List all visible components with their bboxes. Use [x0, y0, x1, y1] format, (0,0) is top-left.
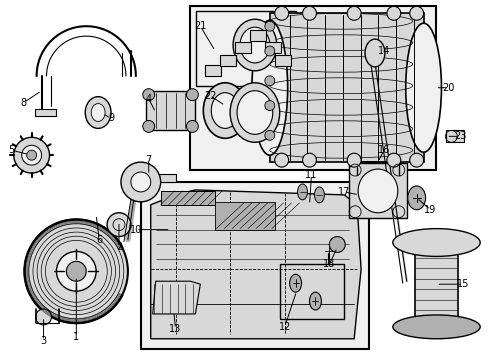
Ellipse shape [264, 76, 274, 86]
Ellipse shape [186, 121, 198, 132]
Ellipse shape [66, 261, 86, 281]
Ellipse shape [85, 96, 111, 129]
Bar [215, 202, 274, 230]
Text: 20: 20 [441, 83, 454, 93]
Ellipse shape [233, 19, 276, 71]
Ellipse shape [289, 274, 301, 292]
Ellipse shape [264, 46, 274, 56]
Ellipse shape [251, 20, 287, 155]
Ellipse shape [407, 186, 425, 210]
Ellipse shape [27, 150, 37, 160]
Text: 16: 16 [377, 145, 389, 155]
Bar [279, 264, 344, 319]
Ellipse shape [142, 89, 154, 100]
Text: 2: 2 [116, 243, 122, 252]
Ellipse shape [186, 89, 198, 100]
Ellipse shape [274, 6, 288, 20]
Text: 6: 6 [96, 234, 102, 244]
Bar [235, 42, 250, 53]
Text: 14: 14 [377, 46, 389, 56]
Ellipse shape [392, 315, 479, 339]
Ellipse shape [131, 172, 150, 192]
Ellipse shape [142, 121, 154, 132]
Bar [264, 42, 280, 53]
Text: 1: 1 [73, 332, 79, 342]
Text: 23: 23 [453, 131, 466, 141]
Bar [414, 243, 457, 327]
Text: 10: 10 [129, 225, 142, 235]
Ellipse shape [240, 27, 269, 63]
Ellipse shape [392, 229, 479, 256]
Text: 18: 18 [323, 259, 335, 269]
Polygon shape [24, 219, 123, 324]
Ellipse shape [230, 83, 279, 142]
Ellipse shape [107, 213, 131, 237]
Ellipse shape [56, 251, 96, 291]
Ellipse shape [211, 93, 239, 129]
Polygon shape [150, 190, 360, 339]
Text: 5: 5 [9, 145, 15, 155]
Ellipse shape [91, 104, 105, 121]
Bar [249, 30, 265, 41]
Bar [35, 109, 56, 117]
Ellipse shape [21, 145, 41, 165]
Bar [196, 11, 295, 86]
Ellipse shape [386, 153, 400, 167]
Bar [269, 13, 423, 162]
Bar [220, 55, 236, 66]
Ellipse shape [409, 6, 423, 20]
Ellipse shape [264, 100, 274, 111]
Bar [141, 182, 368, 349]
Ellipse shape [386, 6, 400, 20]
Bar [161, 191, 215, 205]
Bar [190, 6, 435, 170]
Ellipse shape [25, 220, 128, 323]
Ellipse shape [36, 309, 51, 325]
Text: 12: 12 [278, 322, 290, 332]
Ellipse shape [121, 162, 161, 202]
Ellipse shape [297, 184, 307, 200]
Ellipse shape [237, 91, 272, 134]
Text: 9: 9 [108, 113, 114, 123]
Ellipse shape [309, 292, 321, 310]
Ellipse shape [302, 6, 316, 20]
Ellipse shape [264, 130, 274, 140]
Bar [145, 91, 195, 130]
Ellipse shape [203, 83, 246, 138]
Bar [446, 130, 463, 142]
Text: 4: 4 [145, 94, 151, 104]
Text: 11: 11 [305, 170, 317, 180]
Ellipse shape [346, 153, 360, 167]
Ellipse shape [346, 6, 360, 20]
Ellipse shape [405, 23, 441, 152]
Text: 13: 13 [169, 324, 181, 334]
Ellipse shape [328, 237, 345, 252]
Text: 19: 19 [424, 205, 436, 215]
Ellipse shape [409, 153, 423, 167]
Ellipse shape [314, 187, 324, 203]
Text: 7: 7 [145, 155, 152, 165]
Bar [348, 163, 406, 218]
Ellipse shape [274, 153, 288, 167]
Ellipse shape [357, 169, 397, 213]
Text: 17: 17 [337, 187, 350, 197]
Text: 22: 22 [203, 91, 216, 101]
Text: 21: 21 [194, 21, 206, 31]
Polygon shape [152, 281, 200, 314]
Bar [141, 174, 175, 182]
Text: 15: 15 [456, 279, 468, 289]
Ellipse shape [14, 137, 49, 173]
Bar [205, 65, 221, 76]
Bar [274, 55, 290, 66]
Text: 3: 3 [41, 336, 46, 346]
Ellipse shape [365, 39, 384, 67]
Ellipse shape [264, 21, 274, 31]
Ellipse shape [302, 153, 316, 167]
Text: 8: 8 [20, 98, 27, 108]
